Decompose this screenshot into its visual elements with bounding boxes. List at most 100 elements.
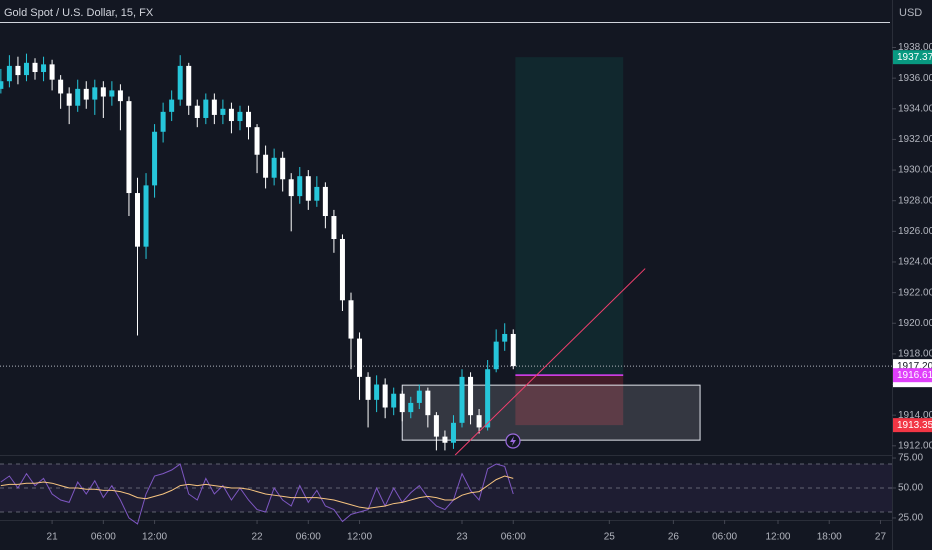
candle-body xyxy=(117,90,123,102)
candle-body xyxy=(493,341,499,370)
y-tick-label: 1930.00 xyxy=(898,165,932,176)
y-tick-label: 1914.00 xyxy=(898,410,932,421)
candle-body xyxy=(177,65,183,100)
candle-body xyxy=(382,384,388,408)
candle-body xyxy=(15,65,21,76)
candle-body xyxy=(143,185,149,247)
x-tick-label: 06:00 xyxy=(501,532,526,543)
candle-body xyxy=(442,436,448,443)
y-tick-label: 1938.00 xyxy=(898,42,932,53)
candle-body xyxy=(263,154,269,178)
trendline xyxy=(454,268,646,456)
candle-body xyxy=(6,65,12,82)
candle-body xyxy=(459,376,465,423)
candle-body xyxy=(75,88,81,106)
candle-body xyxy=(399,393,405,413)
currency-label: USD xyxy=(899,7,922,19)
y-tick-label: 1918.00 xyxy=(898,349,932,360)
candle-body xyxy=(83,88,89,100)
candle-body xyxy=(365,376,371,400)
x-tick-label: 22 xyxy=(251,532,263,543)
candle-body xyxy=(194,105,200,118)
candle-body xyxy=(510,333,516,367)
x-tick-label: 25 xyxy=(604,532,616,543)
candle-body xyxy=(450,422,456,443)
y-tick-label: 1912.00 xyxy=(898,440,932,451)
candle-body xyxy=(254,127,260,155)
candle-body xyxy=(425,390,431,416)
y-tick-label: 1928.00 xyxy=(898,195,932,206)
candle-body xyxy=(160,111,166,132)
candle-body xyxy=(23,62,29,76)
price-label: 1916.61 xyxy=(897,370,932,381)
candle-body xyxy=(100,87,106,97)
rsi-line xyxy=(0,463,514,525)
candle-body xyxy=(58,79,64,94)
candle-body xyxy=(485,369,491,428)
candle-body xyxy=(228,108,234,122)
x-tick-label: 21 xyxy=(47,532,59,543)
rsi-tick-label: 50.00 xyxy=(898,483,923,494)
price-label: 1937.37 xyxy=(897,52,932,63)
candle-body xyxy=(391,393,397,408)
candle-body xyxy=(211,99,217,115)
candle-body xyxy=(468,376,474,416)
candle-body xyxy=(322,186,328,217)
y-tick-label: 1934.00 xyxy=(898,103,932,114)
candle-body xyxy=(288,179,294,197)
y-tick-label: 1924.00 xyxy=(898,257,932,268)
x-tick-label: 12:00 xyxy=(765,532,790,543)
candle-body xyxy=(220,108,226,115)
candle-body xyxy=(339,239,345,301)
price-label-box xyxy=(893,50,932,65)
alert-bolt xyxy=(510,436,516,446)
candle-body xyxy=(66,93,72,106)
candle-body xyxy=(433,415,439,437)
candle-body xyxy=(152,131,158,186)
y-tick-label: 1932.00 xyxy=(898,134,932,145)
candle-body xyxy=(280,157,286,180)
candle-body xyxy=(246,111,252,128)
candle-body xyxy=(348,300,354,339)
price-label: 1913.35 xyxy=(897,420,932,431)
y-tick-label: 1922.00 xyxy=(898,287,932,298)
candle-body xyxy=(416,390,422,403)
candle-body xyxy=(297,176,303,197)
price-label-box xyxy=(893,418,932,433)
candle-body xyxy=(331,216,337,239)
axes: 1912.001914.001916.001918.001920.001922.… xyxy=(47,42,932,543)
x-tick-label: 18:00 xyxy=(817,532,842,543)
candle-body xyxy=(357,338,363,377)
price-label-box xyxy=(893,368,932,383)
y-tick-label: 1920.00 xyxy=(898,318,932,329)
candle-body xyxy=(374,384,380,400)
alert-icon xyxy=(505,433,521,449)
rsi-lines xyxy=(0,463,892,525)
candle-body xyxy=(134,193,140,247)
candle-body xyxy=(271,157,277,178)
symbol-title: Gold Spot / U.S. Dollar, 15, FX xyxy=(4,7,154,19)
candle-body xyxy=(92,87,98,100)
candle-body xyxy=(186,65,192,106)
y-tick-label: 1936.00 xyxy=(898,73,932,84)
candle-body xyxy=(32,62,38,73)
candle-body xyxy=(408,402,414,413)
rsi-tick-label: 75.00 xyxy=(898,453,923,464)
candle-body xyxy=(237,111,243,122)
candle-body xyxy=(476,415,482,428)
rsi-line xyxy=(0,475,514,509)
candle-body xyxy=(169,99,175,112)
rsi-band xyxy=(0,464,892,512)
candle-body xyxy=(305,176,311,201)
x-tick-label: 26 xyxy=(668,532,680,543)
price-label: 1917.20 xyxy=(897,361,932,372)
candle-body xyxy=(502,333,508,342)
x-tick-label: 27 xyxy=(875,532,887,543)
candle-body xyxy=(0,81,4,89)
x-tick-label: 06:00 xyxy=(91,532,116,543)
x-tick-label: 12:00 xyxy=(347,532,372,543)
candle-body xyxy=(109,90,115,97)
candle-body xyxy=(49,64,55,80)
candle-body xyxy=(41,64,47,73)
